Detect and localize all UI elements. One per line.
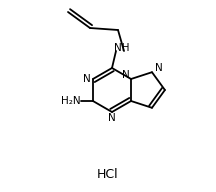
Text: N: N (155, 63, 163, 73)
Text: N: N (83, 74, 91, 84)
Text: NH: NH (114, 43, 130, 53)
Text: HCl: HCl (97, 167, 119, 180)
Text: N: N (108, 113, 116, 123)
Text: H₂N: H₂N (61, 96, 81, 106)
Text: N: N (122, 70, 130, 80)
